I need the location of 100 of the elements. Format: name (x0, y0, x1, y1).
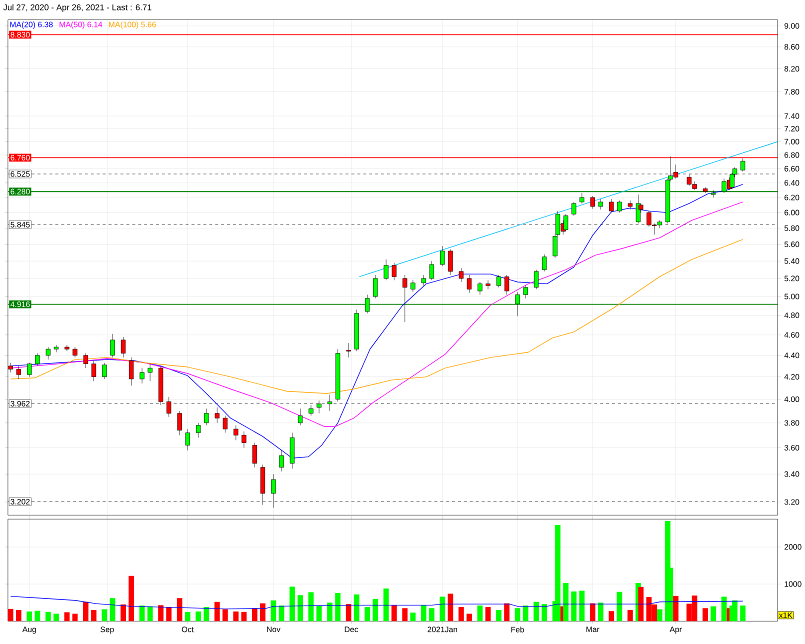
line-series (10, 239, 744, 394)
candlestick (128, 357, 134, 386)
bar (91, 610, 96, 622)
bar (45, 612, 51, 622)
bar (710, 606, 716, 622)
bar (391, 606, 397, 622)
candlestick (140, 368, 144, 384)
bar (732, 600, 738, 622)
candlestick (448, 249, 453, 276)
candlestick (542, 254, 547, 272)
candlestick (609, 198, 614, 213)
bar (8, 608, 14, 622)
bar (260, 603, 266, 622)
bar (308, 592, 314, 622)
bar (534, 602, 539, 622)
bar (458, 607, 464, 622)
candlestick (148, 364, 152, 382)
bar (514, 608, 520, 622)
candlestick (373, 274, 378, 299)
bar (290, 586, 295, 622)
candlestick (504, 274, 510, 295)
candlestick (466, 274, 472, 294)
candlestick (35, 353, 40, 366)
candlestick (204, 408, 209, 426)
bar (184, 612, 190, 622)
bar (176, 598, 182, 622)
candlestick (458, 268, 464, 282)
bar (222, 609, 228, 622)
bar (627, 610, 633, 622)
bar (335, 592, 341, 622)
candlestick (478, 282, 482, 295)
candlestick (222, 416, 228, 433)
bar (673, 596, 678, 622)
candlestick (384, 259, 388, 280)
candlestick (346, 342, 351, 358)
candlestick (496, 274, 502, 288)
bar (83, 602, 88, 622)
bar (410, 612, 416, 622)
bar (740, 606, 746, 622)
candlestick (102, 362, 107, 380)
candlestick (234, 425, 238, 440)
candlestick (120, 336, 126, 358)
candlestick (486, 280, 490, 290)
bar (54, 614, 59, 622)
candlestick (590, 196, 595, 209)
candlestick (572, 202, 576, 216)
bar (420, 606, 426, 622)
bar (102, 609, 108, 622)
bar (364, 607, 370, 622)
bar (590, 603, 596, 622)
candlestick (515, 292, 520, 316)
bar (158, 605, 164, 622)
bar (316, 606, 322, 622)
bar (354, 594, 360, 622)
bar (128, 576, 134, 622)
candlestick (598, 198, 604, 210)
bar (598, 602, 604, 622)
bar (147, 606, 153, 622)
bar (166, 607, 172, 622)
bar (448, 594, 454, 622)
candlestick (166, 396, 172, 418)
candlestick (523, 285, 528, 299)
candlestick (242, 431, 246, 448)
chart-title: Jul 27, 2020 - Apr 26, 2021 - Last : 6.71 (3, 4, 152, 12)
bar (278, 606, 284, 622)
candlestick (617, 200, 622, 213)
candlestick (440, 246, 445, 266)
candlestick (421, 274, 426, 286)
bar (233, 612, 239, 622)
candlestick (392, 262, 396, 280)
candlestick (177, 410, 182, 436)
bar (657, 609, 662, 622)
candlestick (279, 450, 284, 472)
candlestick (402, 274, 408, 322)
candlestick (252, 442, 258, 468)
bar (504, 603, 510, 622)
candlestick (740, 158, 746, 172)
bar (402, 608, 408, 622)
candlestick (214, 407, 220, 424)
candlestick (308, 404, 314, 416)
bar (64, 612, 70, 622)
bar (466, 614, 472, 622)
candlestick (46, 346, 51, 360)
candlestick (83, 353, 88, 368)
candlestick (327, 394, 332, 412)
candlestick (628, 200, 633, 210)
bar (383, 588, 389, 622)
candlestick (16, 366, 22, 380)
bar (327, 602, 332, 622)
candlestick (429, 260, 434, 280)
candlestick (410, 280, 416, 292)
bar (26, 612, 32, 622)
candlestick (298, 408, 303, 426)
candlestick (27, 362, 32, 378)
bar (702, 608, 708, 622)
candlestick (534, 270, 539, 290)
bar (440, 596, 446, 622)
line-series (10, 596, 744, 610)
bar (72, 614, 78, 622)
bar (579, 590, 585, 622)
